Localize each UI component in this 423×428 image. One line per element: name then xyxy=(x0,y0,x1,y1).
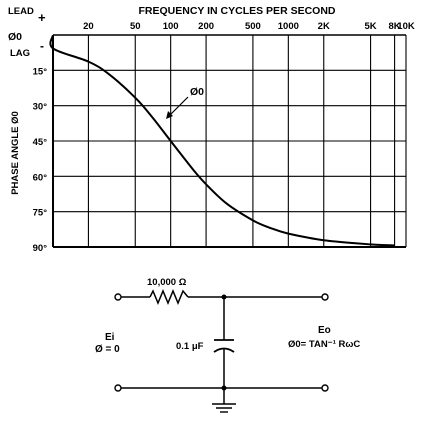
x-tick-label: 50 xyxy=(130,21,141,32)
annotation-arrow xyxy=(168,96,189,117)
x-tick-label: 5K xyxy=(365,21,377,32)
y-gridlines xyxy=(53,69,406,248)
input-voltage-label: Ei xyxy=(105,332,115,343)
lead-plus-sign: + xyxy=(38,10,46,25)
zero-label: Ø0 xyxy=(8,31,22,43)
y-tick-label: 60° xyxy=(33,172,48,183)
resistor-symbol xyxy=(149,289,189,305)
y-tick-label: 45° xyxy=(33,137,48,148)
rc-circuit: 10,000 Ω 0.1 μF Ei Ø = 0 Eo Ø0= TAN⁻¹ Rω… xyxy=(95,277,360,413)
output-voltage-label: Eo xyxy=(318,325,331,336)
output-formula: Ø0= TAN⁻¹ RωC xyxy=(288,339,360,350)
input-terminal-top xyxy=(114,293,122,301)
curve-annotation: Ø0 xyxy=(190,86,204,98)
y-tick-label: 15° xyxy=(33,66,48,77)
x-tick-label: 10K xyxy=(397,21,415,32)
y-tick-label: 30° xyxy=(33,102,48,113)
x-tick-label: 200 xyxy=(198,21,214,32)
lead-label: LEAD xyxy=(8,6,34,17)
x-tick-label: 8K xyxy=(389,21,401,32)
input-terminal-bottom xyxy=(114,384,122,392)
y-axis-label: PHASE ANGLE Ø0 xyxy=(10,111,21,195)
x-tick-label: 1000 xyxy=(278,21,299,32)
y-tick-label: 90° xyxy=(33,243,48,254)
phase-curve-series xyxy=(49,34,395,247)
y-tick-label: 75° xyxy=(33,208,48,219)
annotation-arrowhead xyxy=(166,111,173,119)
x-tick-label: 500 xyxy=(245,21,261,32)
output-terminal-bottom xyxy=(321,384,329,392)
y-tick-labels: 15° 30° 45° 60° 75° 90° xyxy=(33,66,48,254)
capacitor-label: 0.1 μF xyxy=(176,341,204,352)
input-phase-label: Ø = 0 xyxy=(95,344,120,355)
lag-label: LAG xyxy=(10,48,30,59)
lag-minus-sign: - xyxy=(40,39,44,53)
output-terminal-top xyxy=(321,293,329,301)
x-tick-label: 20 xyxy=(83,21,94,32)
resistor-label: 10,000 Ω xyxy=(147,277,187,288)
phase-chart: FREQUENCY IN CYCLES PER SECOND 20 50 100 20… xyxy=(8,5,415,254)
x-tick-label: 2K xyxy=(318,21,330,32)
x-tick-label: 100 xyxy=(163,21,179,32)
ground-icon xyxy=(212,403,236,413)
chart-title: FREQUENCY IN CYCLES PER SECOND xyxy=(138,5,335,17)
